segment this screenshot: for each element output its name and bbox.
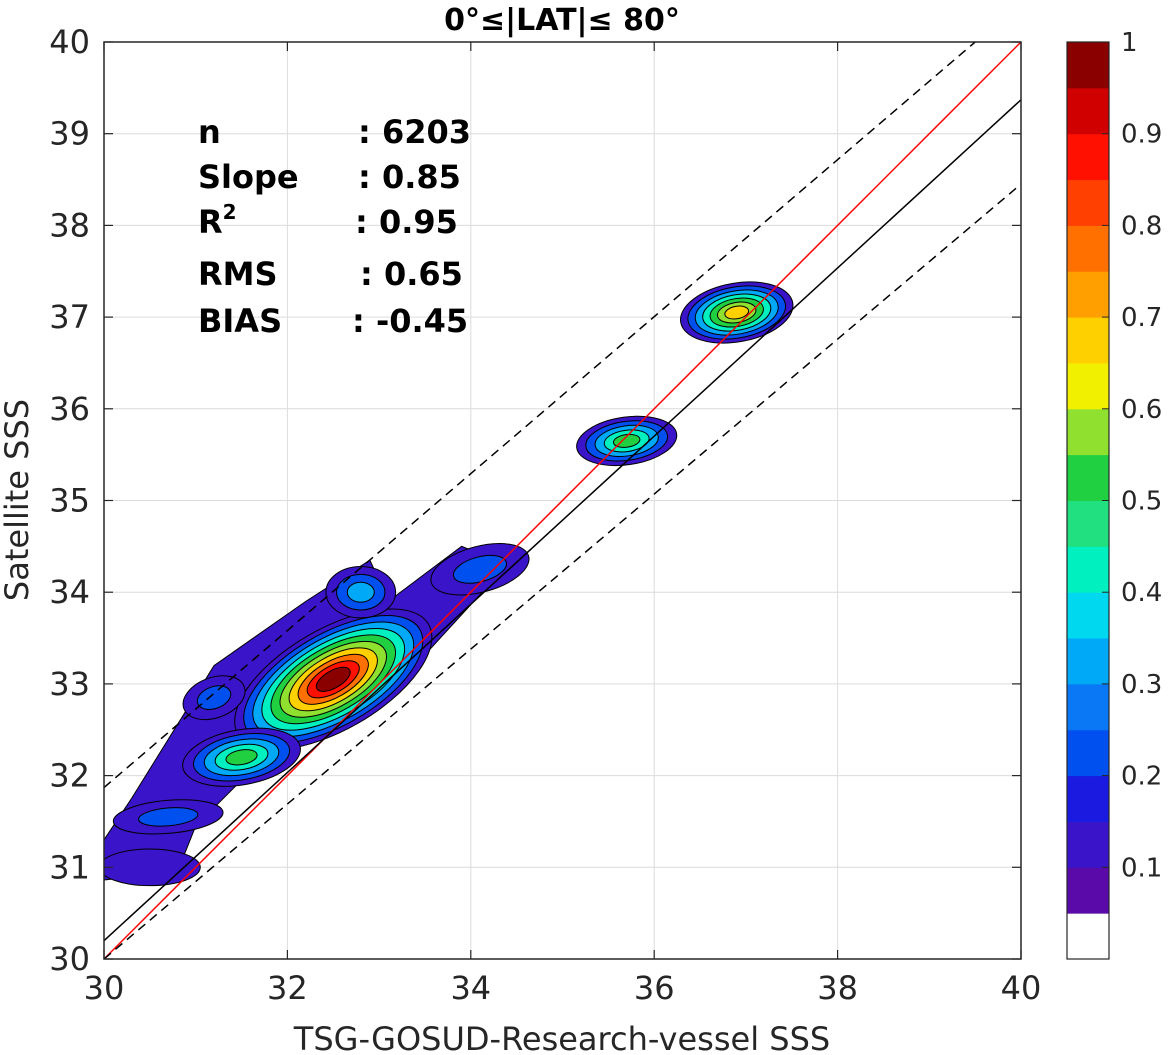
x-tick-label: 32 xyxy=(267,969,308,1007)
colorbar-segment xyxy=(1067,821,1109,868)
x-tick-label: 40 xyxy=(1001,969,1042,1007)
colorbar-segment xyxy=(1067,775,1109,822)
x-tick-labels: 30 32 34 36 38 40 xyxy=(84,969,1042,1007)
colorbar-segment xyxy=(1067,87,1109,135)
colorbar xyxy=(1066,41,1110,960)
y-tick-label: 40 xyxy=(49,23,90,61)
axis-ticks xyxy=(103,41,1022,960)
colorbar-tick-label: 0.9 xyxy=(1121,120,1162,150)
y-tick-label: 34 xyxy=(49,573,90,611)
colorbar-segment xyxy=(1067,42,1109,89)
upper-bound-line xyxy=(104,42,976,789)
colorbar-segment xyxy=(1067,362,1109,410)
stat-value: : -0.45 xyxy=(352,302,468,340)
density-contours xyxy=(104,281,794,887)
colorbar-tick-label: 0.3 xyxy=(1121,670,1162,700)
y-axis-label: Satellite SSS xyxy=(0,399,36,601)
colorbar-tick-label: 0.1 xyxy=(1121,853,1162,883)
stat-label: R2 xyxy=(198,200,237,241)
x-tick-label: 36 xyxy=(634,969,675,1007)
y-tick-label: 32 xyxy=(49,757,90,795)
colorbar-segment xyxy=(1067,500,1109,547)
y-tick-label: 38 xyxy=(49,206,90,244)
x-tick-label: 38 xyxy=(817,969,858,1007)
colorbar-tick-labels: 0.1 0.2 0.3 0.4 0.5 0.6 0.7 0.8 0.9 1 xyxy=(1102,28,1162,883)
colorbar-segment xyxy=(1067,133,1109,181)
colorbar-tick-label: 0.7 xyxy=(1121,303,1162,333)
contour-c3-l5 xyxy=(225,749,258,766)
one-to-one-line xyxy=(104,42,1021,959)
colorbar-tick-label: 0.6 xyxy=(1121,395,1162,425)
y-tick-label: 31 xyxy=(49,848,90,886)
colorbar-segment xyxy=(1067,867,1109,914)
stat-label: BIAS xyxy=(198,302,282,340)
y-tick-label: 36 xyxy=(49,390,90,428)
colorbar-tick-label: 0.8 xyxy=(1121,211,1162,241)
contour-c7-l2 xyxy=(196,685,232,710)
colorbar-segment xyxy=(1067,454,1109,501)
stat-value: : 6203 xyxy=(358,113,471,151)
y-tick-label: 35 xyxy=(49,482,90,520)
colorbar-segment xyxy=(1067,638,1109,685)
colorbar-segment xyxy=(1067,225,1109,272)
stat-value: : 0.65 xyxy=(360,255,463,293)
colorbar-segment xyxy=(1067,683,1109,731)
stat-label: Slope xyxy=(198,158,299,196)
regression-line xyxy=(104,99,1021,942)
colorbar-segment xyxy=(1067,408,1109,456)
y-tick-label: 30 xyxy=(49,940,90,978)
stat-label: RMS xyxy=(198,255,278,293)
colorbar-tick-label: 0.4 xyxy=(1121,578,1162,608)
colorbar-segment xyxy=(1067,271,1109,318)
x-tick-label: 30 xyxy=(84,969,125,1007)
lower-bound-line xyxy=(104,183,1021,959)
colorbar-tick-label: 0.2 xyxy=(1121,762,1162,792)
y-tick-label: 39 xyxy=(49,115,90,153)
y-tick-label: 33 xyxy=(49,665,90,703)
colorbar-tick-label: 1 xyxy=(1121,28,1138,58)
colorbar-segment xyxy=(1067,546,1109,593)
colorbar-segment xyxy=(1067,729,1109,777)
stat-value: : 0.95 xyxy=(355,203,458,241)
reference-lines xyxy=(104,42,1021,959)
contour-c0-l7 xyxy=(724,305,750,320)
chart-title: 0°≤|LAT|≤ 80° xyxy=(444,3,680,38)
colorbar-tick-label: 0.5 xyxy=(1121,487,1162,517)
colorbar-segment xyxy=(1067,913,1109,960)
contour-c6-l2 xyxy=(138,807,199,827)
colorbar-segment xyxy=(1067,592,1109,639)
colorbar-segment xyxy=(1067,317,1109,364)
contour-c5-l2 xyxy=(452,554,507,584)
y-tick-labels: 30 31 32 33 34 35 36 37 38 39 40 xyxy=(49,23,90,978)
x-tick-label: 34 xyxy=(450,969,491,1007)
contour-c8-l1 xyxy=(104,848,201,887)
contour-c2-l10 xyxy=(315,666,351,692)
contour-c1-l5 xyxy=(612,433,641,448)
contour-c4-l3 xyxy=(346,581,375,603)
y-tick-label: 37 xyxy=(49,298,90,336)
stat-label: n xyxy=(198,113,221,151)
colorbar-segment xyxy=(1067,179,1109,226)
stat-value: : 0.85 xyxy=(358,158,461,196)
x-axis-label: TSG-GOSUD-Research-vessel SSS xyxy=(293,1020,830,1055)
stats-box: n : 6203 Slope : 0.85 R2 : 0.95 RMS : 0.65 BIAS:… xyxy=(198,113,471,340)
